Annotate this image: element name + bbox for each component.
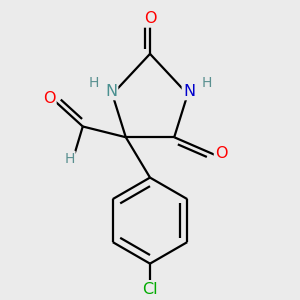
Text: O: O xyxy=(215,146,227,161)
Text: N: N xyxy=(183,84,195,99)
Text: N: N xyxy=(105,84,117,99)
Text: H: H xyxy=(201,76,212,91)
Text: O: O xyxy=(43,91,56,106)
Text: H: H xyxy=(88,76,99,91)
Text: Cl: Cl xyxy=(142,282,158,297)
Text: H: H xyxy=(64,152,74,166)
Text: O: O xyxy=(144,11,156,26)
